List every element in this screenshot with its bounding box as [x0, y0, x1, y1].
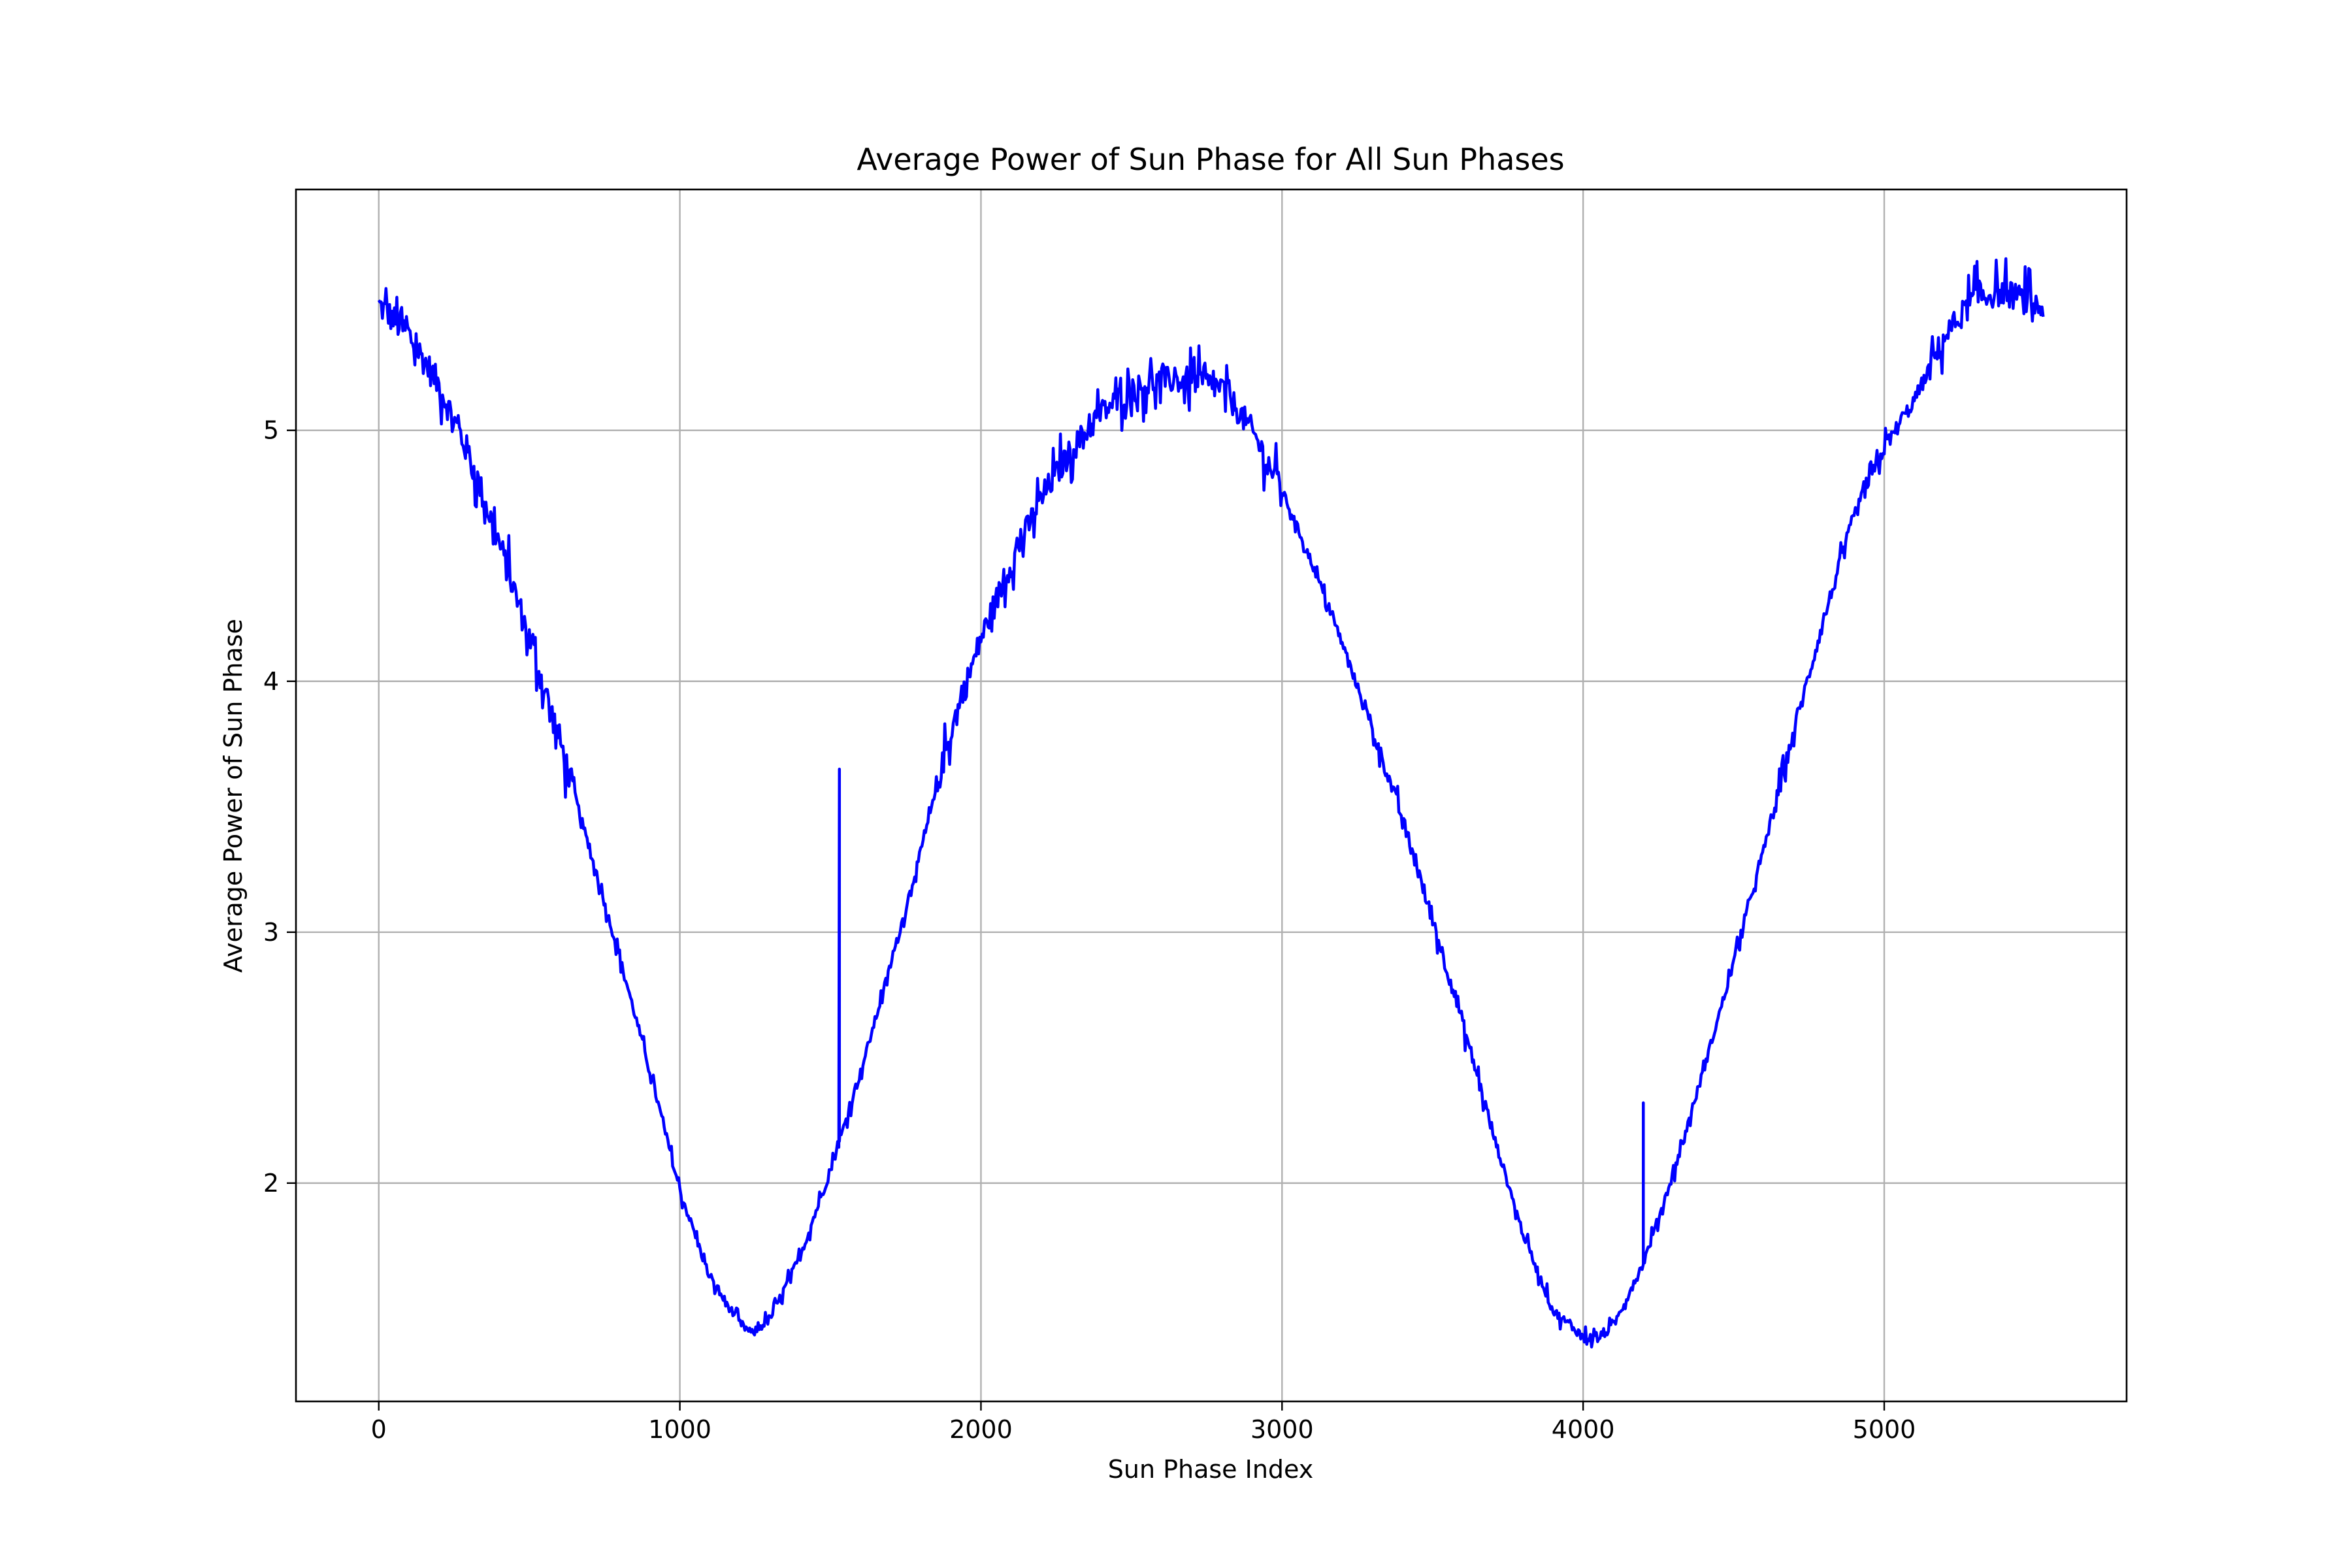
grid: [296, 189, 2127, 1401]
y-tick-label: 3: [263, 918, 279, 947]
y-tick-label: 5: [263, 416, 279, 445]
x-tick-label: 5000: [1853, 1415, 1916, 1444]
axes: [295, 188, 2128, 1403]
x-tick-label: 4000: [1552, 1415, 1615, 1444]
x-tick-label: 1000: [648, 1415, 711, 1444]
x-tick-label: 0: [371, 1415, 387, 1444]
y-tick-label: 2: [263, 1169, 279, 1198]
x-tick-label: 2000: [949, 1415, 1013, 1444]
chart-title: Average Power of Sun Phase for All Sun P…: [857, 142, 1564, 177]
y-tick-label: 4: [263, 667, 279, 696]
x-tick-label: 3000: [1250, 1415, 1314, 1444]
y-axis-label: Average Power of Sun Phase: [219, 619, 248, 973]
x-axis-label: Sun Phase Index: [1108, 1455, 1314, 1484]
series-line: [377, 257, 2045, 1348]
ticks: 0 1000 2000 3000 4000 5000 2 3 4 5: [263, 416, 1916, 1444]
plot-frame: [295, 188, 2128, 1403]
data-series: [377, 257, 2045, 1348]
